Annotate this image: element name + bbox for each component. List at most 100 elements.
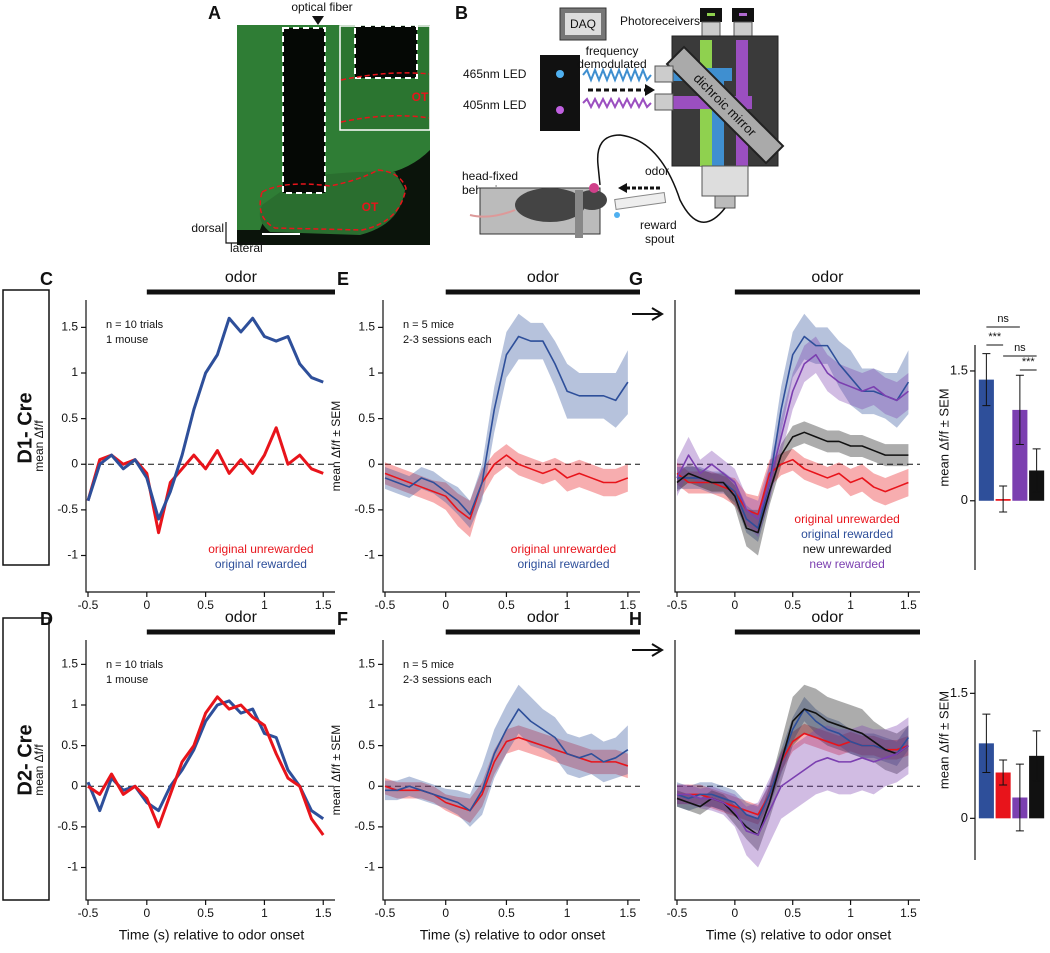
demod-label: frequency — [586, 44, 639, 58]
y-tick-label: 0 — [71, 456, 78, 470]
axes — [85, 640, 335, 901]
mouse — [515, 188, 585, 222]
y-tick-label: -0.5 — [354, 502, 375, 516]
y-tick-label: 0 — [961, 492, 968, 507]
panel-label: E — [337, 269, 349, 289]
note: 2-3 sessions each — [403, 334, 492, 346]
region-label: OT — [362, 200, 379, 214]
spout-label: reward — [640, 218, 677, 232]
y-tick-label: 1.5 — [61, 320, 78, 334]
x-tick-label: -0.5 — [375, 906, 396, 920]
series-line — [676, 353, 909, 520]
note: n = 10 trials — [106, 319, 164, 331]
row-box — [2, 617, 50, 901]
inset-outline — [340, 72, 430, 123]
spout-label: spout — [645, 232, 675, 246]
y-tick-label: -0.5 — [354, 819, 375, 833]
x-tick-label: 1.5 — [900, 906, 917, 920]
x-tick-label: 0.5 — [197, 906, 214, 920]
sem-band — [677, 684, 909, 852]
x-tick-label: -0.5 — [375, 598, 396, 612]
series-line — [384, 454, 629, 520]
sem-band — [677, 717, 909, 868]
x-tick-label: 0 — [732, 598, 739, 612]
y-tick-label: 1.5 — [950, 685, 968, 700]
lateral-label: lateral — [230, 241, 263, 255]
y-tick-label: 1 — [368, 697, 375, 711]
legend-entry: original rewarded — [215, 557, 307, 571]
sem-band — [677, 696, 909, 831]
series-line — [385, 708, 629, 812]
led-label: 465nm LED — [463, 67, 527, 81]
odor-label: odor — [645, 164, 669, 178]
tail — [469, 209, 516, 218]
sem-band — [677, 421, 909, 556]
x-tick-label: 0.5 — [498, 906, 515, 920]
x-tick-label: 1.5 — [900, 598, 917, 612]
row-box — [2, 289, 50, 566]
orientation-axes — [225, 222, 266, 244]
legend-entry: original unrewarded — [794, 512, 899, 526]
x-axis-label: Time (s) relative to odor onset — [119, 927, 305, 943]
x-tick-label: 1.5 — [620, 598, 637, 612]
legend-entry: original unrewarded — [511, 542, 616, 556]
arrow — [618, 183, 627, 193]
led-label: 405nm LED — [463, 98, 527, 112]
note: n = 10 trials — [106, 659, 164, 671]
error-bar — [1015, 763, 1024, 832]
daq-label: DAQ — [570, 17, 596, 31]
led-light — [556, 106, 564, 114]
x-tick-label: 0.5 — [784, 906, 801, 920]
y-tick-label: 0.5 — [358, 738, 375, 752]
legend-entry: original unrewarded — [208, 542, 313, 556]
legend-entry: new unrewarded — [803, 542, 892, 556]
y-tick-label: -1 — [364, 860, 375, 874]
note: 2-3 sessions each — [403, 674, 492, 686]
bar — [1012, 409, 1028, 501]
bar — [1029, 755, 1045, 819]
mirror — [665, 45, 785, 165]
y-tick-label: 1 — [368, 365, 375, 379]
row-label: D1- Cre — [14, 392, 36, 463]
odor-label: odor — [527, 609, 560, 626]
axes — [382, 640, 640, 901]
x-tick-label: 1.5 — [620, 906, 637, 920]
panel-label: B — [455, 3, 468, 23]
fiber-label: optical fiber — [291, 0, 352, 14]
x-tick-label: 1 — [261, 906, 268, 920]
y-tick-label: 0 — [961, 810, 968, 825]
x-tick-label: 0 — [143, 906, 150, 920]
x-tick-label: 1 — [564, 598, 571, 612]
series-line — [86, 699, 325, 820]
connector — [654, 65, 674, 83]
y-tick-label: 1.5 — [61, 657, 78, 671]
panel-a: A optical fiber OT OT dorsal lateral — [191, 0, 431, 255]
y-tick-label: -1 — [67, 548, 78, 562]
axes — [382, 300, 640, 593]
panel-b: B DAQ Photoreceivers dichroic mirror 465… — [455, 3, 785, 246]
sem-band — [385, 313, 628, 529]
mouse — [577, 190, 607, 210]
panel-label: F — [337, 609, 348, 629]
x-tick-label: 0.5 — [498, 598, 515, 612]
arrow — [632, 307, 664, 321]
axes — [85, 300, 335, 593]
row-label: D2- Cre — [14, 724, 36, 795]
sig-label: *** — [988, 331, 1002, 343]
y-tick-label: 0.5 — [61, 411, 78, 425]
x-tick-label: 1 — [261, 598, 268, 612]
y-axis-label: mean Δf/f ± SEM — [936, 691, 951, 789]
photoreceiver — [739, 13, 747, 16]
error-bar — [1015, 374, 1024, 446]
panel-label: H — [629, 609, 642, 629]
series-line — [86, 316, 324, 521]
fiber-port — [701, 165, 749, 197]
y-tick-label: 1 — [71, 365, 78, 379]
x-tick-label: -0.5 — [78, 906, 99, 920]
x-tick-label: 1 — [847, 598, 854, 612]
implant — [589, 183, 599, 193]
y-tick-label: 0.5 — [358, 411, 375, 425]
x-tick-label: 1.5 — [315, 906, 332, 920]
